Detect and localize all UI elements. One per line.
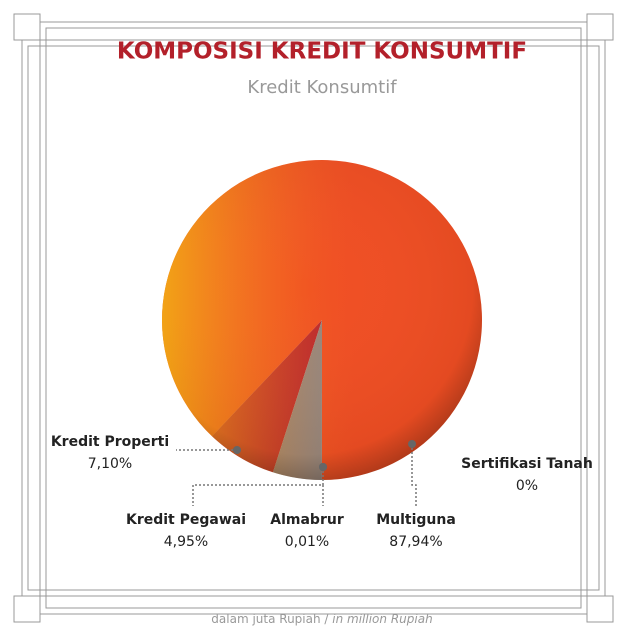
leader-dot	[233, 446, 241, 454]
slice-value: 87,94%	[389, 534, 442, 550]
slice-label: Sertifikasi Tanah	[461, 456, 593, 472]
slice-value: 4,95%	[164, 534, 208, 550]
footnote: dalam juta Rupiah / in million Rupiah	[211, 612, 432, 626]
slice-value: 7,10%	[88, 456, 132, 472]
leader-dot	[408, 440, 416, 448]
pie	[162, 160, 482, 480]
chart: KOMPOSISI KREDIT KONSUMTIF Kredit Konsum…	[0, 0, 627, 636]
slice-label: Kredit Properti	[51, 434, 169, 450]
slice-label: Kredit Pegawai	[126, 512, 246, 528]
chart-title: KOMPOSISI KREDIT KONSUMTIF	[117, 39, 527, 65]
slice-label: Almabrur	[270, 512, 344, 528]
footnote-text: dalam juta Rupiah /	[211, 612, 329, 626]
pie-shade	[162, 160, 482, 480]
footnote-italic: in million Rupiah	[332, 612, 432, 626]
slice-label: Multiguna	[376, 512, 456, 528]
leader-dot	[319, 463, 327, 471]
slice-value: 0%	[516, 478, 538, 494]
chart-subtitle: Kredit Konsumtif	[247, 77, 397, 98]
slice-value: 0,01%	[285, 534, 329, 550]
leader-line	[412, 444, 416, 506]
